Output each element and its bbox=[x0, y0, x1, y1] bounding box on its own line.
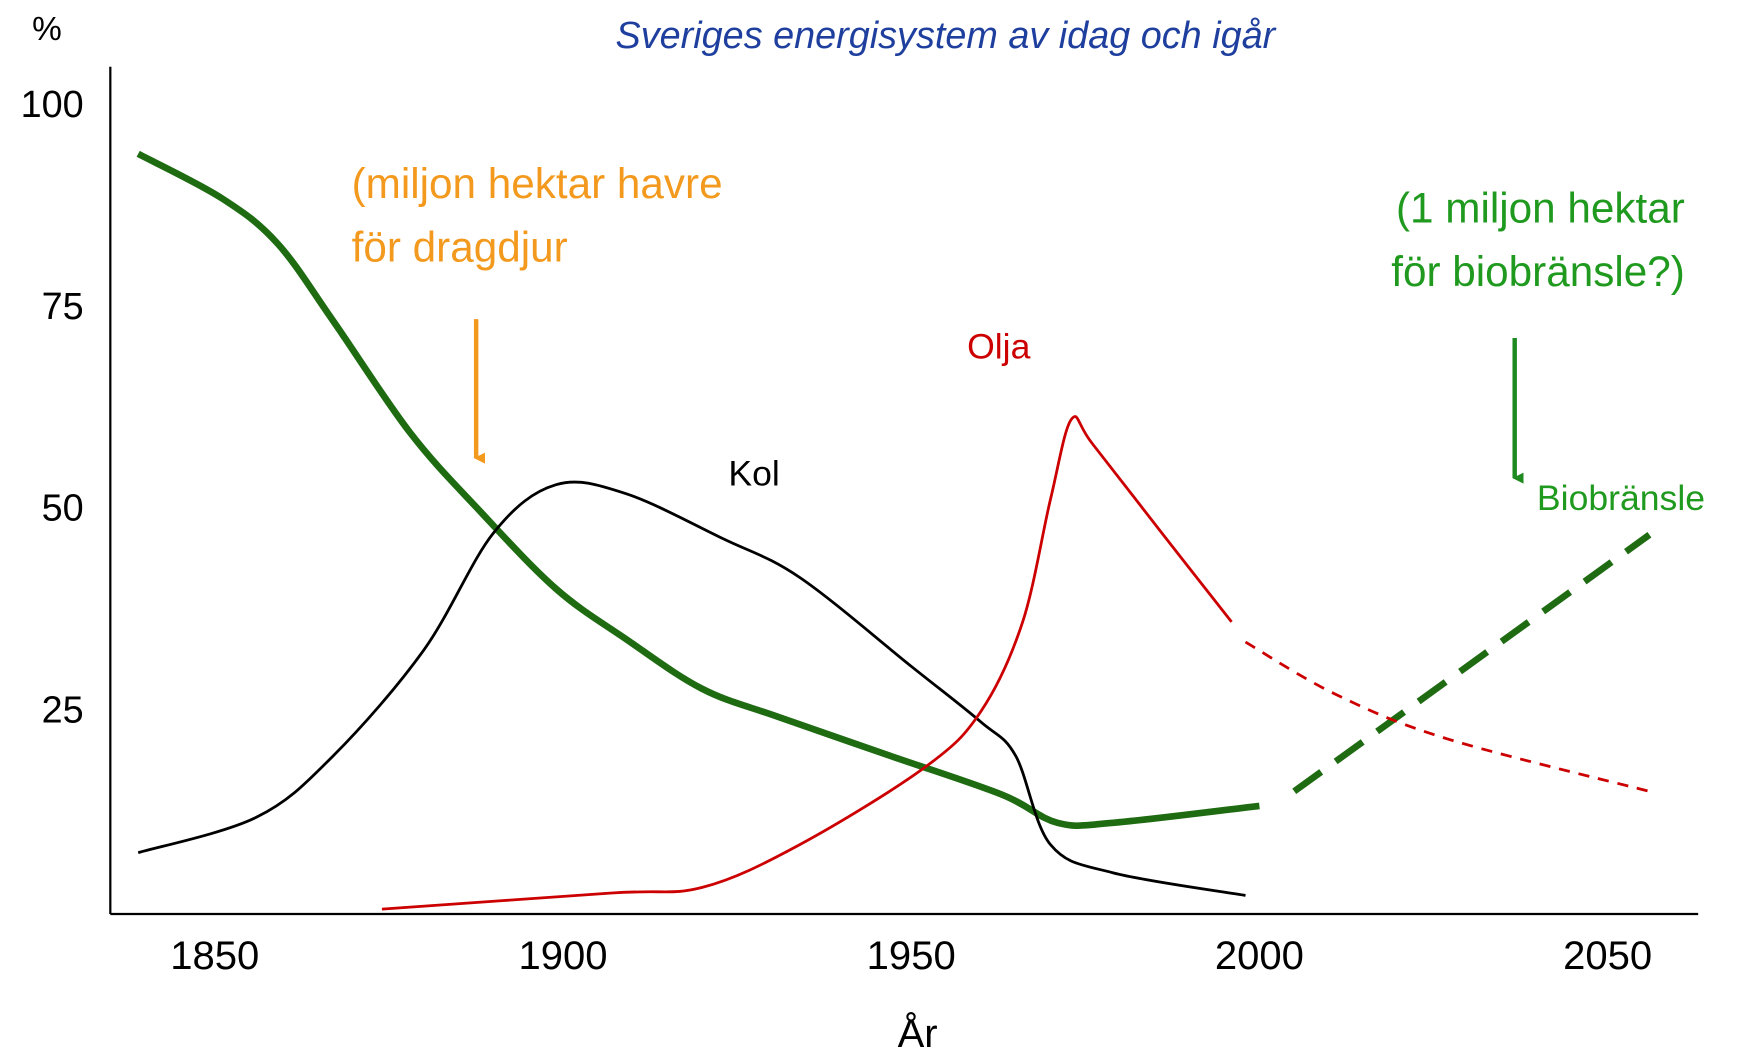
series-label: Olja bbox=[967, 327, 1030, 367]
x-axis-label: År bbox=[898, 1011, 938, 1053]
y-tick-label: 100 bbox=[21, 84, 84, 126]
annotation: för biobränsle?) bbox=[1391, 248, 1685, 295]
y-tick-label: 50 bbox=[42, 488, 84, 530]
line bbox=[136, 150, 1260, 829]
x-tick-label: 1850 bbox=[170, 934, 259, 978]
line bbox=[137, 480, 1246, 897]
x-tick-label: 2050 bbox=[1563, 934, 1652, 978]
y-tick-label: 25 bbox=[42, 689, 84, 731]
series-label: Biobränsle bbox=[1537, 478, 1705, 518]
annotation: (miljon hektar havre bbox=[352, 160, 723, 207]
series-label: Kol bbox=[728, 453, 779, 493]
line bbox=[1244, 640, 1650, 793]
x-tick-label: 1900 bbox=[518, 934, 607, 978]
annotation: (1 miljon hektar bbox=[1396, 184, 1685, 231]
y-tick-label: 75 bbox=[42, 286, 84, 328]
chart-subtitle: Sveriges energisystem av idag och igår bbox=[616, 15, 1277, 57]
x-tick-label: 1950 bbox=[867, 934, 956, 978]
annotation: för dragdjur bbox=[352, 223, 568, 270]
x-tick-label: 2000 bbox=[1215, 934, 1304, 978]
line bbox=[1292, 532, 1652, 795]
line bbox=[381, 415, 1233, 911]
y-axis-label: % bbox=[32, 11, 62, 48]
